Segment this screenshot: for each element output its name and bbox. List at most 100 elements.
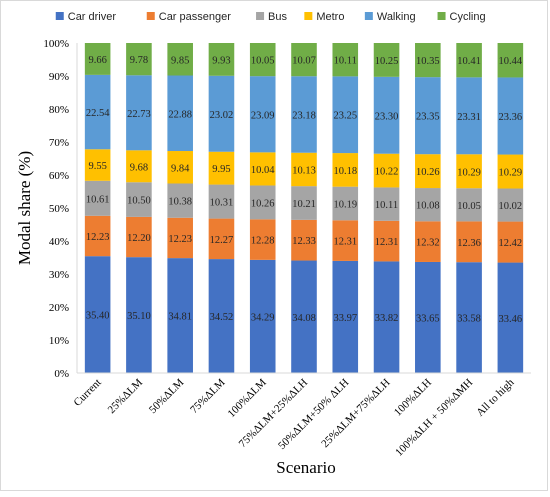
x-tick-label: Current	[72, 377, 104, 409]
bar-segment	[373, 220, 400, 262]
data-label: 10.13	[292, 165, 316, 176]
bar-segment	[373, 187, 400, 221]
bar-segment	[84, 180, 111, 216]
y-tick-label: 80%	[49, 104, 69, 116]
data-label: 23.36	[499, 112, 523, 123]
bar-segment	[208, 151, 235, 185]
bar-segment	[249, 76, 276, 153]
data-label: 12.32	[416, 238, 440, 249]
data-label: 33.65	[416, 313, 440, 324]
data-label: 10.29	[457, 167, 481, 178]
bar-segment	[456, 221, 482, 263]
y-tick-label: 10%	[49, 335, 69, 347]
bar-segment	[456, 188, 482, 222]
data-label: 10.29	[499, 168, 523, 179]
data-label: 35.40	[86, 311, 110, 322]
data-label: 9.78	[130, 55, 148, 66]
x-tick-label: 50%ΔLM+50% ΔLH	[276, 377, 351, 452]
bar-segment	[126, 150, 152, 183]
data-label: 10.21	[292, 199, 316, 210]
bar-segment	[497, 43, 524, 78]
y-axis: 0% 10% 20% 30% 40% 50% 60% 70% 80% 90% 100%	[43, 38, 78, 380]
data-label: 10.11	[375, 200, 398, 211]
data-label: 9.84	[171, 163, 190, 174]
data-label: 34.29	[251, 312, 275, 323]
bar-segment	[332, 260, 359, 373]
legend-label: Metro	[316, 11, 344, 23]
bar-segment	[332, 76, 359, 154]
y-tick-label: 0%	[54, 368, 69, 380]
data-label: 22.73	[127, 109, 151, 120]
y-tick-label: 90%	[49, 71, 69, 83]
bar-segment	[167, 217, 193, 259]
data-label: 12.31	[333, 237, 357, 248]
legend-swatch	[55, 12, 64, 20]
data-label: 34.08	[292, 313, 316, 324]
data-label: 10.08	[416, 201, 440, 212]
data-label: 10.38	[168, 197, 192, 208]
legend-label: Bus	[268, 11, 287, 23]
x-tick-label: All to high	[474, 376, 517, 419]
bar-segment	[167, 151, 193, 184]
y-tick-label: 30%	[49, 269, 69, 281]
data-label: 12.36	[457, 238, 481, 249]
bar-segment	[249, 43, 276, 77]
data-label: 12.27	[210, 235, 234, 246]
data-label: 10.18	[333, 166, 357, 177]
bar-segment	[208, 43, 235, 76]
x-tick-label: 100%ΔLH	[392, 377, 434, 419]
data-label: 10.05	[457, 201, 481, 212]
data-label: 10.44	[499, 56, 523, 67]
bar-segment	[456, 154, 482, 189]
bar-segment	[456, 43, 482, 78]
legend-label: Car driver	[68, 11, 117, 23]
legend-swatch	[437, 12, 446, 20]
x-tick-label: 75%ΔLM+25%ΔLH	[237, 377, 310, 450]
data-label: 10.35	[416, 56, 440, 67]
bar-segment	[291, 186, 317, 220]
data-label: 34.52	[210, 312, 234, 323]
bar-segment	[291, 43, 317, 77]
data-label: 12.42	[499, 238, 523, 249]
data-label: 10.25	[375, 56, 399, 67]
bar-segment	[497, 221, 524, 263]
bar-segment	[291, 260, 317, 373]
bar-segment	[208, 259, 235, 373]
bar-segment	[249, 152, 276, 186]
y-tick-label: 60%	[49, 170, 69, 182]
data-label: 23.25	[333, 111, 357, 122]
bar-segment	[415, 221, 441, 262]
data-label: 9.85	[171, 55, 189, 66]
data-label: 12.31	[375, 237, 399, 248]
bar-segment	[373, 43, 400, 77]
x-axis: Current 25%ΔLM 50%ΔLM 75%ΔLM100%ΔLM75%ΔLM+2…	[72, 372, 531, 459]
legend-label: Walking	[377, 11, 416, 23]
bar-segment	[415, 77, 441, 155]
bar-segment	[332, 186, 359, 221]
bar-segment	[415, 154, 441, 189]
data-label: 10.22	[375, 167, 399, 178]
data-label: 9.55	[88, 161, 106, 172]
bar-segment	[126, 43, 152, 76]
data-label: 10.61	[86, 194, 110, 205]
bars: 35.40 12.23 10.61 9.55 22.54 9.66 35.10 12.20 10…	[84, 43, 524, 373]
data-label: 23.35	[416, 112, 440, 123]
data-label: 23.09	[251, 110, 275, 121]
bar-segment	[126, 216, 152, 258]
bar-segment	[84, 149, 111, 181]
data-label: 34.81	[168, 312, 192, 323]
legend-swatch	[256, 12, 265, 20]
data-label: 23.02	[210, 110, 234, 121]
bar-segment	[373, 76, 400, 154]
data-label: 33.58	[457, 314, 481, 325]
data-label: 33.82	[375, 313, 399, 324]
bar-segment	[332, 153, 359, 187]
data-label: 9.66	[88, 55, 106, 66]
data-label: 12.23	[168, 234, 192, 245]
legend-label: Cycling	[450, 11, 486, 23]
data-label: 10.26	[416, 167, 440, 178]
data-label: 10.26	[251, 198, 275, 209]
data-label: 9.95	[212, 164, 230, 175]
bar-segment	[167, 75, 193, 152]
